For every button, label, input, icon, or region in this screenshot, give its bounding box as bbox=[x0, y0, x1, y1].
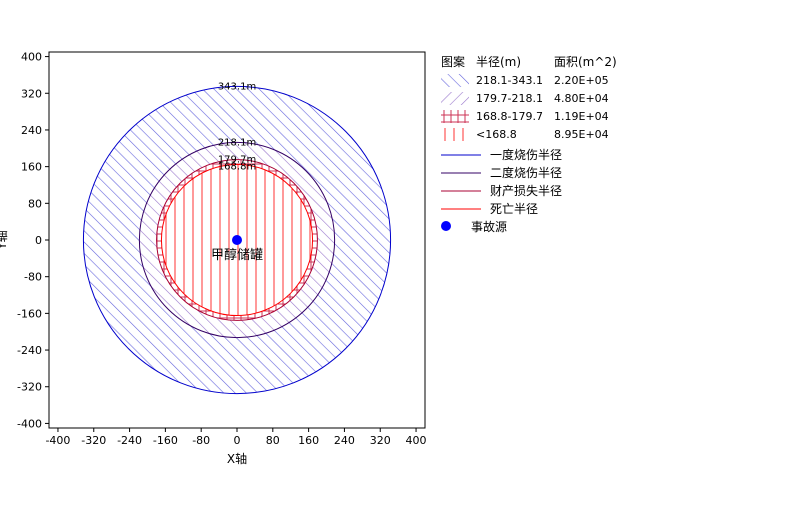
legend-line-label: 财产损失半径 bbox=[490, 183, 562, 198]
y-tick-label: 160 bbox=[21, 161, 42, 174]
y-tick-label: 320 bbox=[21, 87, 42, 100]
legend-line-label: 死亡半径 bbox=[490, 202, 538, 216]
source-label: 甲醇储罐 bbox=[211, 247, 263, 263]
source-marker bbox=[232, 235, 242, 245]
x-tick-label: 400 bbox=[406, 434, 427, 447]
x-tick-label: 160 bbox=[298, 434, 319, 447]
legend-zone-range: 218.1-343.1 bbox=[476, 74, 543, 87]
legend-header-pattern: 图案 bbox=[441, 54, 465, 69]
x-tick-label: -240 bbox=[117, 434, 142, 447]
legend: 图案 半径(m) 面积(m^2) 218.1-343.1 2.20E+05 179.7-2… bbox=[441, 54, 617, 234]
legend-zone-area: 1.19E+04 bbox=[554, 110, 609, 123]
x-tick-label: 0 bbox=[234, 434, 241, 447]
y-tick-label: 80 bbox=[28, 197, 42, 210]
legend-marker-swatch bbox=[441, 221, 451, 231]
ring-label: 343.1m bbox=[218, 81, 256, 92]
y-tick-label: -240 bbox=[17, 344, 42, 357]
legend-swatch bbox=[441, 74, 469, 87]
y-tick-label: 400 bbox=[21, 51, 42, 64]
legend-zone-area: 4.80E+04 bbox=[554, 92, 609, 105]
x-tick-label: 320 bbox=[370, 434, 391, 447]
x-tick-label: -80 bbox=[192, 434, 210, 447]
ring-label: 168.8m bbox=[218, 161, 256, 172]
y-tick-label: -80 bbox=[24, 271, 42, 284]
legend-zone-range: 168.8-179.7 bbox=[476, 110, 543, 123]
x-tick-label: -320 bbox=[81, 434, 106, 447]
y-axis-label: Y轴 bbox=[0, 230, 9, 250]
legend-swatch bbox=[441, 92, 469, 105]
legend-header-area: 面积(m^2) bbox=[554, 55, 617, 69]
axis-ticks: -400 -320 -240 -160 -80 0 80 160 240 320 400 400 320… bbox=[17, 51, 427, 447]
legend-swatch bbox=[441, 128, 469, 141]
legend-line-label: 二度烧伤半径 bbox=[490, 165, 562, 180]
x-tick-label: 240 bbox=[334, 434, 355, 447]
legend-line-label: 一度烧伤半径 bbox=[490, 147, 562, 162]
legend-zone-range: <168.8 bbox=[476, 128, 517, 141]
y-tick-label: 240 bbox=[21, 124, 42, 137]
x-axis-label: X轴 bbox=[227, 451, 247, 466]
y-tick-label: -400 bbox=[17, 417, 42, 430]
legend-zone-area: 8.95E+04 bbox=[554, 128, 609, 141]
y-tick-label: -320 bbox=[17, 381, 42, 394]
legend-zone-range: 179.7-218.1 bbox=[476, 92, 543, 105]
y-tick-label: 0 bbox=[35, 234, 42, 247]
x-tick-label: 80 bbox=[266, 434, 280, 447]
legend-swatch bbox=[441, 110, 469, 123]
y-tick-label: -160 bbox=[17, 307, 42, 320]
ring-label: 218.1m bbox=[218, 137, 256, 148]
legend-header-radius: 半径(m) bbox=[476, 55, 521, 69]
ring-label: 179.7m bbox=[218, 155, 256, 166]
legend-marker-label: 事故源 bbox=[471, 219, 507, 234]
x-tick-label: -400 bbox=[45, 434, 70, 447]
x-tick-label: -160 bbox=[153, 434, 178, 447]
legend-zone-area: 2.20E+05 bbox=[554, 74, 609, 87]
